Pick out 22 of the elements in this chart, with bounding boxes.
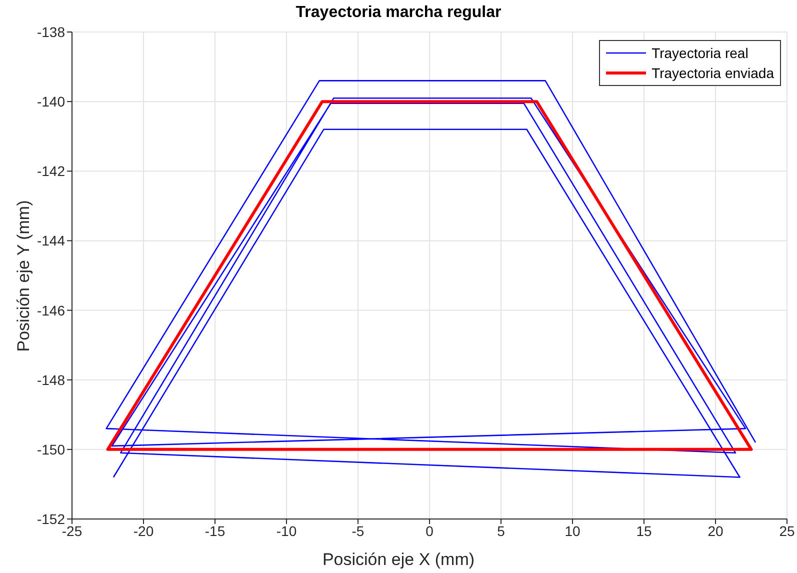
y-tick-label: -142 [36,163,66,180]
legend-label: Trayectoria real [652,45,748,61]
y-tick-label: -144 [36,232,66,249]
y-tick-label: -148 [36,372,66,388]
chart-title: Trayectoria marcha regular [294,4,502,22]
x-axis-title: Posición eje X (mm) [321,550,476,570]
y-tick-label: -150 [36,441,66,458]
y-tick-label: -146 [36,302,66,318]
x-tick-label: 15 [636,522,652,539]
x-tick-label: -5 [352,522,364,539]
legend-label: Trayectoria enviada [652,65,774,81]
y-axis-title: Posición eje Y (mm) [14,200,34,352]
x-tick-label: 5 [497,522,506,539]
x-tick-label: -15 [204,522,226,539]
x-tick-label: -20 [133,522,154,539]
x-tick-label: 10 [564,522,580,539]
y-tick-label: -138 [36,24,66,40]
y-tick-label: -140 [36,94,66,110]
x-tick-label: 25 [779,522,795,539]
x-tick-label: -10 [276,522,297,539]
x-tick-label: 0 [426,522,434,539]
x-tick-label: 20 [708,522,724,539]
